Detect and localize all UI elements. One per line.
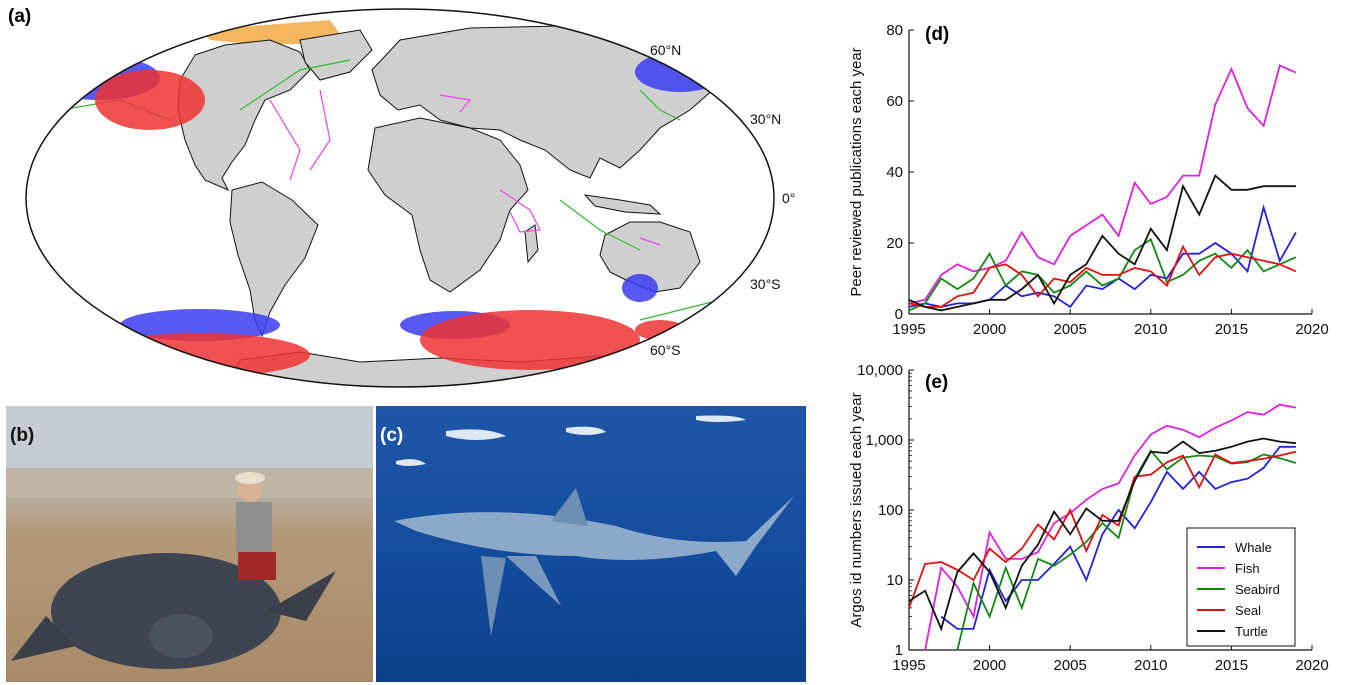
series-line-seabird	[908, 238, 1297, 312]
y-tick-label: 10	[886, 572, 903, 589]
y-tick-label: 1,000	[865, 432, 903, 449]
x-tick-label: 2020	[1295, 321, 1328, 338]
x-tick-label: 2015	[1215, 321, 1248, 338]
landmass-north-america	[177, 39, 311, 192]
lat-label-60n: 60°N	[650, 42, 682, 58]
x-tick-label: 2000	[973, 657, 1006, 674]
x-tick-label: 2005	[1054, 321, 1087, 338]
lat-label-30s: 30°S	[750, 276, 781, 292]
arctic-ice	[200, 20, 340, 44]
legend-label-seabird: Seabird	[1235, 582, 1280, 597]
y-tick-label: 40	[886, 164, 903, 181]
legend-label-fish: Fish	[1235, 561, 1260, 576]
x-tick-label: 1995	[892, 657, 925, 674]
y-tick-label: 100	[878, 502, 903, 519]
x-tick-label: 2010	[1134, 321, 1167, 338]
landmass-australia	[599, 221, 701, 293]
panel-label-c: (c)	[380, 425, 404, 446]
series-line-fish	[924, 403, 1297, 651]
legend-label-whale: Whale	[1235, 540, 1272, 555]
panel-label-e: (e)	[925, 372, 949, 393]
y-axis-label: Peer reviewed publications each year	[848, 47, 865, 296]
world-map	[25, 8, 775, 388]
x-tick-label: 1995	[892, 321, 925, 338]
tracks-fish	[269, 89, 661, 246]
legend-label-turtle: Turtle	[1235, 624, 1268, 639]
series-line-seal	[908, 450, 1297, 609]
series-line-fish	[908, 64, 1297, 305]
x-tick-label: 2010	[1134, 657, 1167, 674]
landmass-indonesia	[583, 194, 662, 215]
legend-label-seal: Seal	[1235, 603, 1261, 618]
landmass-south-america	[229, 181, 319, 338]
landmass-africa	[367, 117, 529, 293]
leatherback-turtle-photo	[6, 406, 373, 682]
blue-shark-photo	[376, 406, 806, 682]
landmass-madagascar	[524, 224, 539, 264]
chart-e: 1995 2000 2005 2010 2015 2020 1 10 100 1,000 10,00…	[848, 362, 1329, 674]
x-tick-label: 2000	[973, 321, 1006, 338]
series-line-turtle	[908, 437, 1296, 632]
y-tick-label: 10,000	[857, 362, 903, 379]
x-tick-label: 2020	[1295, 657, 1328, 674]
panel-label-a: (a)	[8, 6, 32, 27]
panel-label-b: (b)	[10, 425, 35, 446]
series-line-seal	[908, 244, 1297, 308]
y-tick-label: 1	[895, 642, 903, 659]
y-tick-label: 20	[886, 235, 903, 252]
series-line-whale	[908, 204, 1297, 309]
y-tick-label: 60	[886, 93, 903, 110]
y-tick-label: 80	[886, 22, 903, 39]
x-tick-label: 2005	[1054, 657, 1087, 674]
chart-d: 1995 2000 2005 2010 2015 2020 0 20 40 60 80 Peer re…	[848, 22, 1329, 338]
series-line-turtle	[908, 174, 1296, 312]
lat-label-0: 0°	[782, 190, 796, 206]
landmass-greenland	[299, 29, 373, 81]
series-line-whale	[940, 445, 1296, 630]
x-tick-label: 2015	[1215, 657, 1248, 674]
lat-label-60s: 60°S	[650, 342, 681, 358]
y-axis-label: Argos id numbers issued each year	[848, 392, 865, 627]
panel-label-d: (d)	[925, 24, 950, 45]
lat-label-30n: 30°N	[750, 111, 782, 127]
y-tick-label: 0	[895, 306, 903, 323]
